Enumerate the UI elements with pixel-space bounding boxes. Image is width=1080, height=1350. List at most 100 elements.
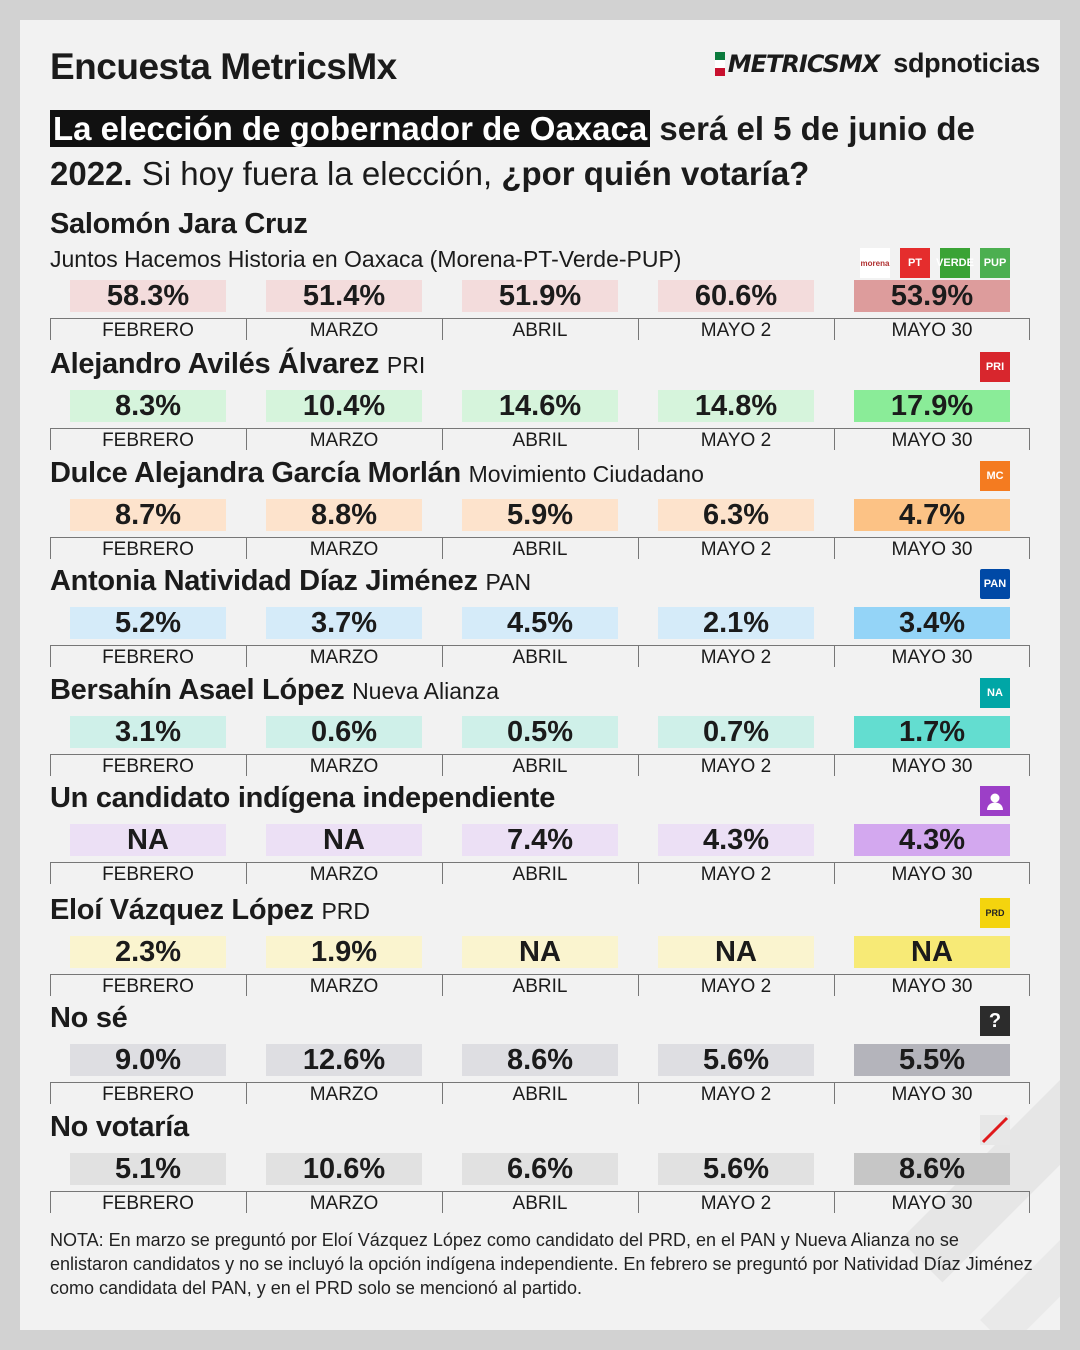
month-label: FEBRERO <box>102 320 194 341</box>
month-label: FEBRERO <box>102 539 194 560</box>
percentage-value: NA <box>462 936 618 968</box>
value-cell: NA MARZO <box>246 824 442 894</box>
percentage-value: 3.4% <box>854 607 1010 639</box>
value-cell: 5.1% FEBRERO <box>50 1153 246 1223</box>
month-label: MARZO <box>309 1193 379 1214</box>
coalition-name: Juntos Hacemos Historia en Oaxaca (Moren… <box>50 246 682 272</box>
candidate-party: Movimiento Ciudadano <box>468 461 704 487</box>
month-label: MAYO 2 <box>700 756 772 777</box>
month-label: MAYO 30 <box>891 864 973 885</box>
percentage-value: 8.6% <box>854 1153 1010 1185</box>
month-label: MAYO 2 <box>700 864 772 885</box>
value-cell: 3.7% MARZO <box>246 607 442 677</box>
percentage-value: 60.6% <box>658 280 814 312</box>
value-cell: NA ABRIL <box>442 936 638 1006</box>
row-tick <box>638 645 639 667</box>
row-tick <box>1029 974 1030 996</box>
value-cell: 10.4% MARZO <box>246 390 442 460</box>
candidate-name: Antonia Natividad Díaz Jiménez PAN <box>50 565 531 598</box>
row-tick <box>834 318 835 340</box>
candidate-name: Un candidato indígena independiente <box>50 782 555 815</box>
percentage-value: 5.6% <box>658 1044 814 1076</box>
row-tick <box>1029 645 1030 667</box>
candidate-name: Salomón Jara Cruz <box>50 208 308 241</box>
footnote: NOTA: En marzo se preguntó por Eloí Vázq… <box>50 1230 1033 1298</box>
person-icon <box>980 786 1010 816</box>
percentage-value: 8.8% <box>266 499 422 531</box>
month-label: MAYO 2 <box>700 430 772 451</box>
sdpnoticias-logo: sdpnoticias <box>893 48 1040 78</box>
candidate-block: Un candidato indígena independiente NA FEB… <box>50 782 1030 890</box>
row-tick <box>246 1191 247 1213</box>
percentage-value: 5.5% <box>854 1044 1010 1076</box>
candidate-name: No votaría <box>50 1111 189 1144</box>
value-cell: 14.8% MAYO 2 <box>638 390 834 460</box>
nueva-alianza-logo-text: NA <box>987 687 1003 699</box>
month-label: FEBRERO <box>102 756 194 777</box>
candidate-name-text: Antonia Natividad Díaz Jiménez <box>50 565 478 597</box>
row-divider <box>50 428 1030 429</box>
percentage-value: NA <box>854 936 1010 968</box>
pri-logo: PRI <box>980 352 1010 382</box>
row-tick <box>50 645 51 667</box>
percentage-value: 14.6% <box>462 390 618 422</box>
prd-logo-text: PRD <box>985 908 1005 918</box>
row-tick <box>442 318 443 340</box>
party-icons <box>980 1115 1010 1145</box>
percentage-value: 0.5% <box>462 716 618 748</box>
value-cell: 60.6% MAYO 2 <box>638 280 834 350</box>
month-label: MAYO 30 <box>891 539 973 560</box>
month-label: MAYO 30 <box>891 430 973 451</box>
row-divider <box>50 862 1030 863</box>
question-icon: ? <box>980 1006 1010 1036</box>
month-label: MARZO <box>309 864 379 885</box>
month-label: MAYO 30 <box>891 976 973 997</box>
prd-logo: PRD <box>980 898 1010 928</box>
header: Encuesta MetricsMx METRICSMX sdpnoticias <box>50 46 1040 96</box>
month-label: FEBRERO <box>102 1193 194 1214</box>
value-cell: 5.5% MAYO 30 <box>834 1044 1030 1114</box>
pup-logo-text: PUP <box>983 257 1007 269</box>
month-label: MARZO <box>309 320 379 341</box>
row-tick <box>1029 862 1030 884</box>
month-label: MAYO 30 <box>891 1084 973 1105</box>
value-cell: 8.8% MARZO <box>246 499 442 569</box>
row-tick <box>246 428 247 450</box>
pan-logo: PAN <box>980 569 1010 599</box>
percentage-value: 3.1% <box>70 716 226 748</box>
value-cell: 6.6% ABRIL <box>442 1153 638 1223</box>
values-row: 2.3% FEBRERO 1.9% MARZO NA ABRIL NA MAYO 2 NA MAY… <box>50 936 1030 1006</box>
verde-logo: VERDE <box>936 248 974 278</box>
candidate-block: No votaría 5.1% FEBRERO 10.6% MARZO 6.6% ABRIL… <box>50 1111 1030 1219</box>
row-tick <box>638 974 639 996</box>
value-cell: 4.3% MAYO 2 <box>638 824 834 894</box>
candidate-name-text: Bersahín Asael López <box>50 674 345 706</box>
values-row: 8.7% FEBRERO 8.8% MARZO 5.9% ABRIL 6.3% MAYO 2 4… <box>50 499 1030 569</box>
percentage-value: 53.9% <box>854 280 1010 312</box>
row-tick <box>1029 428 1030 450</box>
percentage-value: 58.3% <box>70 280 226 312</box>
row-tick <box>442 974 443 996</box>
percentage-value: 4.3% <box>854 824 1010 856</box>
values-row: 58.3% FEBRERO 51.4% MARZO 51.9% ABRIL 60.6% MAY… <box>50 280 1030 350</box>
row-tick <box>834 1082 835 1104</box>
row-tick <box>246 318 247 340</box>
value-cell: 58.3% FEBRERO <box>50 280 246 350</box>
row-tick <box>638 1191 639 1213</box>
pt-logo: PT <box>900 248 930 278</box>
candidate-block: Eloí Vázquez López PRD PRD 2.3% FEBRERO 1.9%… <box>50 894 1030 1002</box>
month-label: ABRIL <box>512 1084 568 1105</box>
value-cell: 2.3% FEBRERO <box>50 936 246 1006</box>
percentage-value: 1.7% <box>854 716 1010 748</box>
value-cell: 8.6% ABRIL <box>442 1044 638 1114</box>
row-divider <box>50 645 1030 646</box>
nueva-alianza-logo: NA <box>980 678 1010 708</box>
month-label: FEBRERO <box>102 864 194 885</box>
candidate-name-text: Dulce Alejandra García Morlán <box>50 457 461 489</box>
value-cell: 2.1% MAYO 2 <box>638 607 834 677</box>
month-label: MAYO 2 <box>700 647 772 668</box>
candidate-party: Nueva Alianza <box>352 678 500 704</box>
percentage-value: 5.6% <box>658 1153 814 1185</box>
pup-logo: PUP <box>980 248 1010 278</box>
percentage-value: 17.9% <box>854 390 1010 422</box>
